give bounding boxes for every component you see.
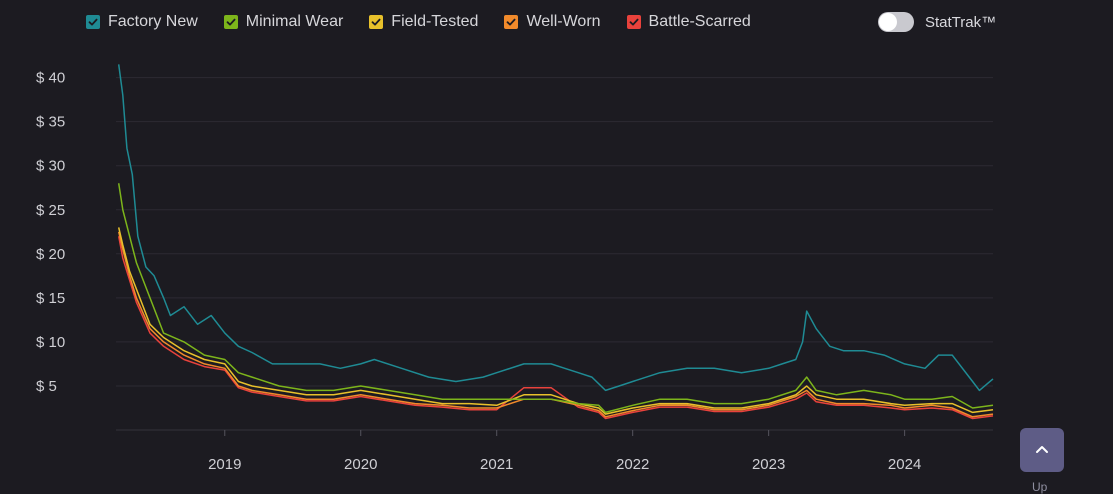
series-line-battle-scarred	[117, 236, 994, 420]
y-tick-label: $ 40	[36, 70, 65, 87]
legend-item-well-worn[interactable]: Well-Worn	[504, 13, 601, 31]
stattrak-toggle[interactable]	[878, 12, 914, 32]
series-line-minimal-wear	[117, 183, 994, 414]
series-line-well-worn	[117, 231, 994, 418]
stattrak-label: StatTrak™	[925, 13, 997, 31]
series-line-field-tested	[117, 227, 994, 415]
y-tick-label: $ 25	[36, 202, 65, 219]
checkbox-icon[interactable]	[504, 15, 519, 29]
scroll-to-top-label: Up	[1032, 480, 1048, 494]
y-tick-label: $ 15	[36, 290, 65, 307]
y-tick-label: $ 20	[36, 246, 65, 263]
legend-item-field-tested[interactable]: Field-Tested	[369, 13, 478, 31]
legend-label: Field-Tested	[391, 13, 479, 30]
legend-label: Minimal Wear	[245, 13, 344, 30]
y-tick-label: $ 30	[36, 158, 65, 175]
scroll-to-top-button[interactable]	[1020, 428, 1064, 472]
checkbox-icon[interactable]	[223, 15, 238, 29]
legend-label: Well-Worn	[526, 13, 601, 30]
x-tick-label: 2021	[480, 456, 513, 473]
x-tick-label: 2019	[208, 456, 241, 473]
legend-item-factory-new[interactable]: Factory New	[86, 13, 198, 31]
y-tick-label: $ 35	[36, 114, 65, 131]
x-tick-label: 2020	[344, 456, 377, 473]
chart-legend: Factory New Minimal Wear Field-Tested Well-…	[86, 13, 751, 31]
y-tick-label: $ 5	[36, 378, 57, 395]
legend-label: Factory New	[108, 13, 198, 30]
legend-label: Battle-Scarred	[648, 13, 751, 30]
checkbox-icon[interactable]	[86, 15, 100, 29]
stattrak-toggle-group[interactable]: StatTrak™	[878, 12, 996, 32]
legend-item-minimal-wear[interactable]: Minimal Wear	[223, 13, 344, 31]
legend-item-battle-scarred[interactable]: Battle-Scarred	[626, 13, 751, 31]
chevron-up-icon	[1036, 446, 1048, 453]
y-tick-label: $ 10	[36, 334, 65, 351]
toggle-knob	[879, 13, 897, 31]
x-tick-label: 2024	[888, 456, 921, 473]
series-line-factory-new	[117, 64, 994, 392]
x-tick-label: 2023	[752, 456, 785, 473]
checkbox-icon[interactable]	[369, 15, 384, 29]
checkbox-icon[interactable]	[626, 15, 641, 29]
x-tick-label: 2022	[616, 456, 649, 473]
